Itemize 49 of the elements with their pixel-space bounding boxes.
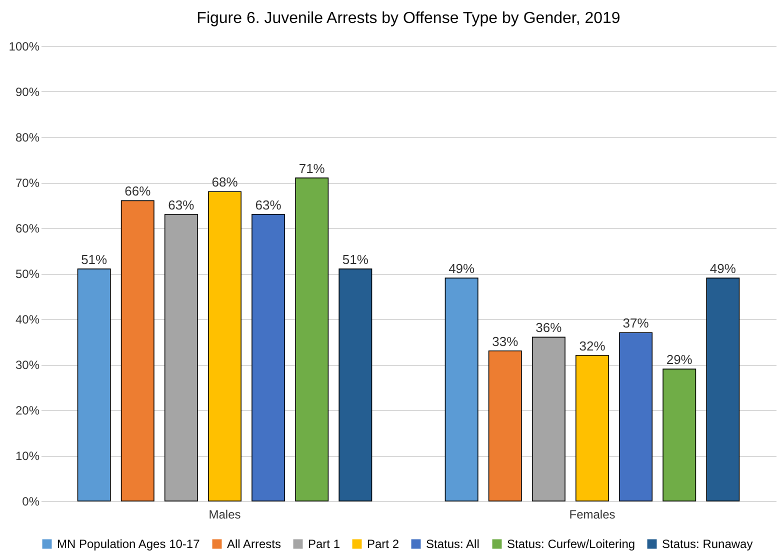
y-tick-label: 40% xyxy=(15,312,40,326)
bar xyxy=(164,214,198,502)
bar xyxy=(444,278,478,502)
x-tick-label: Males xyxy=(208,508,241,522)
y-tick-label: 20% xyxy=(15,404,40,418)
y-tick-label: 10% xyxy=(15,449,40,463)
data-label: 71% xyxy=(298,160,326,176)
data-label: 68% xyxy=(212,174,238,190)
bar xyxy=(77,268,111,502)
chart-title: Figure 6. Juvenile Arrests by Offense Type by Gender, 2019 xyxy=(196,10,620,27)
legend-label: MN Population Ages 10-17 xyxy=(57,537,200,551)
data-label: 37% xyxy=(622,316,650,331)
legend-label: All Arrests xyxy=(227,537,282,551)
bar xyxy=(208,191,242,502)
y-tick-label: 60% xyxy=(15,222,40,236)
bar xyxy=(338,268,372,502)
data-label: 66% xyxy=(124,184,152,199)
y-tick-label: 70% xyxy=(15,176,40,190)
data-label: 63% xyxy=(255,197,282,212)
bar xyxy=(488,350,522,502)
bar xyxy=(252,214,286,502)
x-tick-label: Females xyxy=(569,508,616,522)
y-tick-label: 100% xyxy=(8,40,40,54)
bar xyxy=(295,178,329,502)
y-tick-label: 90% xyxy=(15,85,40,99)
bar xyxy=(532,336,566,502)
legend-label: Part 2 xyxy=(367,537,400,551)
bar xyxy=(619,332,653,502)
legend-label: Status: All xyxy=(426,537,480,551)
bar xyxy=(706,278,740,502)
bar xyxy=(662,368,696,502)
legend-label: Status: Runaway xyxy=(662,537,753,551)
data-label: 63% xyxy=(168,197,195,212)
bar xyxy=(576,355,609,502)
data-label: 49% xyxy=(448,261,476,276)
data-label: 51% xyxy=(81,252,108,267)
data-label: 36% xyxy=(536,320,562,336)
y-tick-label: 30% xyxy=(15,358,40,372)
y-tick-label: 80% xyxy=(15,130,40,144)
data-label: 51% xyxy=(342,252,369,267)
y-tick-label: 50% xyxy=(15,267,40,281)
data-label: 33% xyxy=(492,334,519,349)
data-label: 29% xyxy=(666,352,693,368)
data-label: 49% xyxy=(710,261,736,276)
y-tick-label: 0% xyxy=(22,494,40,508)
data-label: 32% xyxy=(579,338,606,354)
bar xyxy=(120,200,154,502)
legend-label: Part 1 xyxy=(308,537,340,551)
legend-label: Status: Curfew/Loitering xyxy=(507,537,636,551)
